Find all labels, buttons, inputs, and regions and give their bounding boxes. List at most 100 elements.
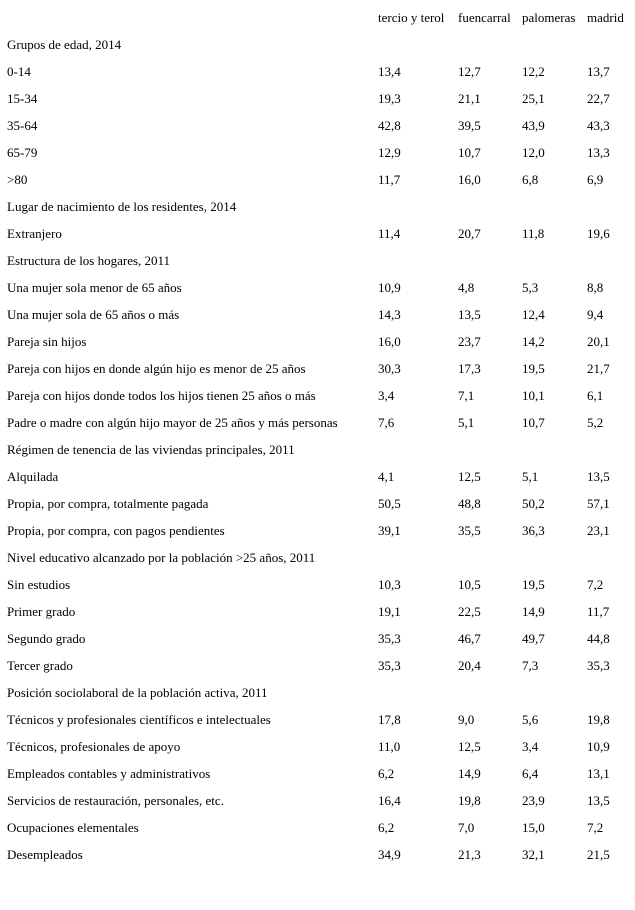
cell-value: 34,9 bbox=[378, 847, 401, 862]
row-label: Técnicos y profesionales científicos e i… bbox=[7, 712, 271, 727]
row-label: 35-64 bbox=[7, 118, 38, 133]
cell-value: 36,3 bbox=[522, 523, 545, 538]
cell-value: 23,1 bbox=[587, 523, 610, 538]
row-label: Segundo grado bbox=[7, 631, 86, 646]
cell-value: 10,7 bbox=[522, 415, 545, 430]
cell-value: 5,1 bbox=[458, 415, 475, 430]
cell-value: 14,2 bbox=[522, 334, 545, 349]
cell-value: 20,7 bbox=[458, 226, 481, 241]
row-label: Propia, por compra, con pagos pendientes bbox=[7, 523, 225, 538]
section-heading-row: Estructura de los hogares, 2011 bbox=[0, 252, 635, 279]
section-title: Grupos de edad, 2014 bbox=[7, 37, 122, 52]
row-label: >80 bbox=[7, 172, 28, 187]
cell-value: 10,5 bbox=[458, 577, 481, 592]
table-row: Técnicos y profesionales científicos e i… bbox=[0, 711, 635, 738]
cell-value: 5,3 bbox=[522, 280, 539, 295]
row-label: Sin estudios bbox=[7, 577, 71, 592]
cell-value: 14,3 bbox=[378, 307, 401, 322]
section-heading-row: Grupos de edad, 2014 bbox=[0, 36, 635, 63]
cell-value: 23,7 bbox=[458, 334, 481, 349]
cell-value: 43,9 bbox=[522, 118, 545, 133]
cell-value: 19,8 bbox=[458, 793, 481, 808]
cell-value: 13,5 bbox=[458, 307, 481, 322]
cell-value: 10,9 bbox=[378, 280, 401, 295]
section-title: Estructura de los hogares, 2011 bbox=[7, 253, 171, 268]
row-label: Desempleados bbox=[7, 847, 83, 862]
cell-value: 20,4 bbox=[458, 658, 481, 673]
cell-value: 17,3 bbox=[458, 361, 481, 376]
cell-value: 3,4 bbox=[378, 388, 395, 403]
column-header: madrid bbox=[587, 10, 624, 25]
cell-value: 13,5 bbox=[587, 793, 610, 808]
cell-value: 13,7 bbox=[587, 64, 610, 79]
cell-value: 6,4 bbox=[522, 766, 539, 781]
table-row: Servicios de restauración, personales, e… bbox=[0, 792, 635, 819]
cell-value: 11,7 bbox=[587, 604, 610, 619]
table-row: Alquilada 4,1 12,5 5,1 13,5 bbox=[0, 468, 635, 495]
cell-value: 23,9 bbox=[522, 793, 545, 808]
cell-value: 46,7 bbox=[458, 631, 481, 646]
cell-value: 44,8 bbox=[587, 631, 610, 646]
cell-value: 16,0 bbox=[458, 172, 481, 187]
table-row: Una mujer sola menor de 65 años 10,9 4,8 5,… bbox=[0, 279, 635, 306]
statistics-table: tercio y terol fuencarral palomeras madr… bbox=[0, 9, 635, 873]
cell-value: 57,1 bbox=[587, 496, 610, 511]
row-label: Padre o madre con algún hijo mayor de 25… bbox=[7, 415, 338, 430]
cell-value: 19,1 bbox=[378, 604, 401, 619]
cell-value: 35,5 bbox=[458, 523, 481, 538]
row-label: Primer grado bbox=[7, 604, 76, 619]
cell-value: 49,7 bbox=[522, 631, 545, 646]
table-row: Tercer grado 35,3 20,4 7,3 35,3 bbox=[0, 657, 635, 684]
cell-value: 10,7 bbox=[458, 145, 481, 160]
table-row: Propia, por compra, totalmente pagada 50,… bbox=[0, 495, 635, 522]
cell-value: 10,3 bbox=[378, 577, 401, 592]
cell-value: 13,4 bbox=[378, 64, 401, 79]
table-row: Técnicos, profesionales de apoyo 11,0 12,5… bbox=[0, 738, 635, 765]
section-title: Lugar de nacimiento de los residentes, 2… bbox=[7, 199, 237, 214]
cell-value: 13,3 bbox=[587, 145, 610, 160]
cell-value: 39,1 bbox=[378, 523, 401, 538]
table-row: Padre o madre con algún hijo mayor de 25… bbox=[0, 414, 635, 441]
cell-value: 5,1 bbox=[522, 469, 539, 484]
cell-value: 22,7 bbox=[587, 91, 610, 106]
table-row: Primer grado 19,1 22,5 14,9 11,7 bbox=[0, 603, 635, 630]
cell-value: 7,2 bbox=[587, 820, 604, 835]
cell-value: 12,9 bbox=[378, 145, 401, 160]
cell-value: 21,5 bbox=[587, 847, 610, 862]
cell-value: 16,4 bbox=[378, 793, 401, 808]
cell-value: 15,0 bbox=[522, 820, 545, 835]
table-row: 0-14 13,4 12,7 12,2 13,7 bbox=[0, 63, 635, 90]
section-heading-row: Régimen de tenencia de las viviendas pri… bbox=[0, 441, 635, 468]
table-row: Pareja con hijos donde todos los hijos t… bbox=[0, 387, 635, 414]
row-label: 15-34 bbox=[7, 91, 38, 106]
cell-value: 5,6 bbox=[522, 712, 539, 727]
cell-value: 43,3 bbox=[587, 118, 610, 133]
row-label: Pareja sin hijos bbox=[7, 334, 87, 349]
cell-value: 30,3 bbox=[378, 361, 401, 376]
row-label: 65-79 bbox=[7, 145, 38, 160]
table-row: Pareja sin hijos 16,0 23,7 14,2 20,1 bbox=[0, 333, 635, 360]
cell-value: 6,2 bbox=[378, 820, 395, 835]
section-heading-row: Nivel educativo alcanzado por la poblaci… bbox=[0, 549, 635, 576]
cell-value: 17,8 bbox=[378, 712, 401, 727]
cell-value: 12,0 bbox=[522, 145, 545, 160]
cell-value: 20,1 bbox=[587, 334, 610, 349]
cell-value: 10,9 bbox=[587, 739, 610, 754]
row-label: Extranjero bbox=[7, 226, 62, 241]
cell-value: 7,1 bbox=[458, 388, 475, 403]
cell-value: 50,2 bbox=[522, 496, 545, 511]
cell-value: 6,1 bbox=[587, 388, 604, 403]
section-title: Régimen de tenencia de las viviendas pri… bbox=[7, 442, 295, 457]
cell-value: 3,4 bbox=[522, 739, 539, 754]
cell-value: 11,0 bbox=[378, 739, 401, 754]
row-label: Propia, por compra, totalmente pagada bbox=[7, 496, 209, 511]
cell-value: 35,3 bbox=[378, 631, 401, 646]
cell-value: 4,8 bbox=[458, 280, 475, 295]
row-label: Pareja con hijos donde todos los hijos t… bbox=[7, 388, 316, 403]
table-row: Segundo grado 35,3 46,7 49,7 44,8 bbox=[0, 630, 635, 657]
cell-value: 50,5 bbox=[378, 496, 401, 511]
column-header: palomeras bbox=[522, 10, 576, 25]
cell-value: 11,7 bbox=[378, 172, 401, 187]
table-row: Ocupaciones elementales 6,2 7,0 15,0 7,2 bbox=[0, 819, 635, 846]
cell-value: 19,5 bbox=[522, 577, 545, 592]
